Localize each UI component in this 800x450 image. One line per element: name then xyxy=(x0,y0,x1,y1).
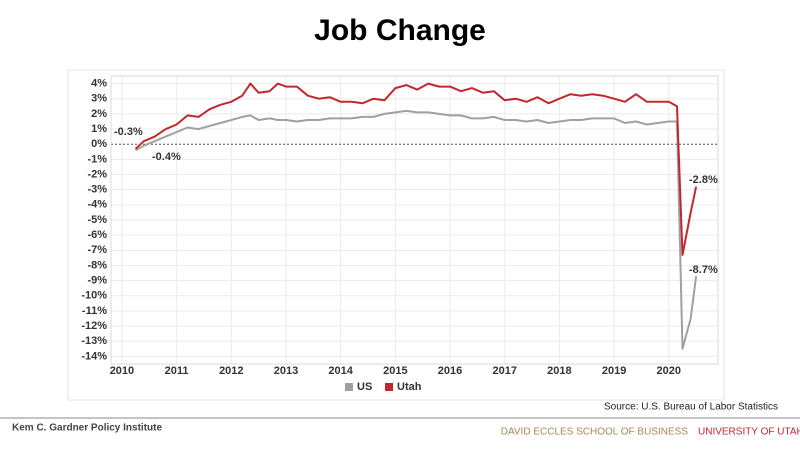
y-tick-label: -4% xyxy=(87,199,107,211)
x-tick-label: 2017 xyxy=(492,365,516,377)
x-tick-label: 2012 xyxy=(219,365,243,377)
y-tick-label: 4% xyxy=(91,77,107,89)
y-tick-label: 2% xyxy=(91,108,107,120)
annotation: -0.3% xyxy=(114,126,143,138)
y-tick-label: -10% xyxy=(81,290,107,302)
y-tick-label: -5% xyxy=(87,214,107,226)
y-tick-label: -12% xyxy=(81,320,107,332)
annotation: -0.4% xyxy=(152,151,181,163)
legend-label: US xyxy=(357,381,372,393)
x-tick-label: 2018 xyxy=(547,365,571,377)
chart-title: Job Change xyxy=(314,14,486,47)
y-tick-label: 0% xyxy=(91,138,107,150)
x-tick-label: 2019 xyxy=(602,365,626,377)
annotation: -2.8% xyxy=(689,174,718,186)
legend-swatch xyxy=(345,383,353,391)
chart-frame xyxy=(67,69,725,401)
plot: 2010 2011 2012 2013 2014 2015 2016 2017 2018 2019… xyxy=(81,75,719,393)
series-line xyxy=(134,82,698,256)
x-tick-label: 2014 xyxy=(328,365,353,377)
x-tick-label: 2010 xyxy=(110,365,134,377)
legend-label: Utah xyxy=(397,381,422,393)
y-tick-label: 3% xyxy=(91,93,107,105)
y-tick-label: -13% xyxy=(81,335,107,347)
y-tick-label: -1% xyxy=(87,153,107,165)
y-tick-label: -11% xyxy=(82,305,107,317)
y-tick-label: -6% xyxy=(87,229,107,241)
annotation: -8.7% xyxy=(689,264,718,276)
y-tick-label: 1% xyxy=(91,123,107,135)
x-tick-label: 2015 xyxy=(383,365,407,377)
y-tick-label: -3% xyxy=(87,184,107,196)
source: Source: U.S. Bureau of Labor Statistics xyxy=(604,402,778,413)
series-line xyxy=(135,109,698,350)
y-tick-label: -8% xyxy=(87,259,107,271)
y-tick-label: -7% xyxy=(87,244,107,256)
legend-swatch xyxy=(385,383,393,391)
y-tick-label: -9% xyxy=(87,275,107,287)
plot-border xyxy=(110,75,719,365)
x-tick-label: 2020 xyxy=(657,365,681,377)
y-tick-label: -14% xyxy=(81,350,107,362)
x-tick-label: 2016 xyxy=(438,365,462,377)
y-tick-label: -2% xyxy=(87,168,107,180)
footer-university: UNIVERSITY OF UTAH xyxy=(698,427,800,438)
footer-school: DAVID ECCLES SCHOOL OF BUSINESS xyxy=(501,427,689,438)
x-tick-label: 2011 xyxy=(165,365,189,377)
x-tick-label: 2013 xyxy=(274,365,298,377)
footer-institute: Kem C. Gardner Policy Institute xyxy=(12,423,162,434)
